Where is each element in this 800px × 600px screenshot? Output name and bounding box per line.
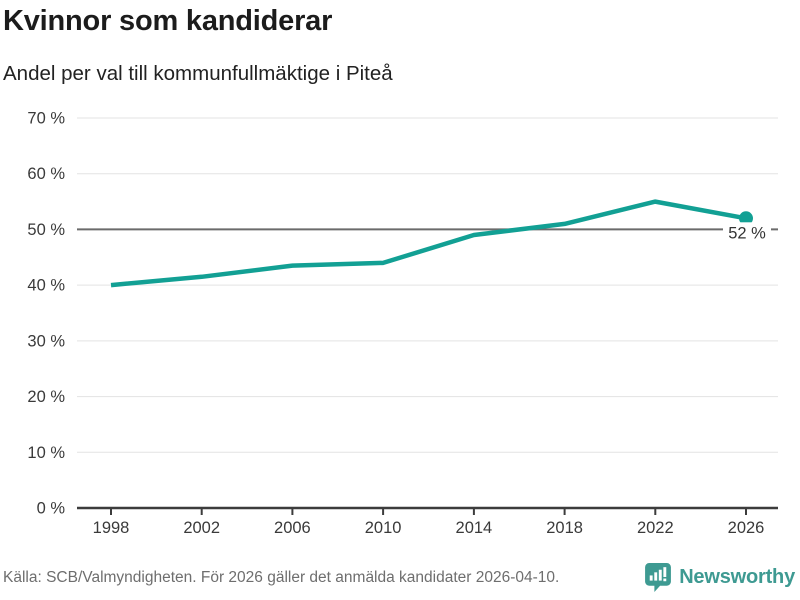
y-tick-label: 0 % (37, 500, 66, 518)
end-label-backing (723, 222, 771, 243)
x-tick-label: 2014 (456, 519, 493, 537)
x-tick-label: 2026 (728, 519, 765, 537)
y-tick-label: 50 % (27, 221, 65, 239)
newsworthy-wordmark: Newsworthy (679, 566, 795, 588)
y-tick-label: 60 % (27, 165, 65, 183)
y-tick-label: 20 % (27, 388, 65, 406)
source-note: Källa: SCB/Valmyndigheten. För 2026 gäll… (3, 568, 560, 586)
footer: Källa: SCB/Valmyndigheten. För 2026 gäll… (3, 562, 795, 593)
y-tick-label: 40 % (27, 277, 65, 295)
x-tick-label: 2018 (546, 519, 583, 537)
chart-title: Kvinnor som kandiderar (3, 5, 333, 37)
newsworthy-logo: Newsworthy (644, 562, 795, 593)
x-tick-label: 2010 (365, 519, 402, 537)
newsworthy-logo-icon (645, 563, 672, 592)
chart-subtitle: Andel per val till kommunfullmäktige i P… (3, 62, 393, 85)
end-point-marker (739, 211, 753, 226)
x-tick-label: 2006 (274, 519, 311, 537)
end-value-label: 52 % (728, 224, 766, 242)
data-line-series (110, 199, 747, 288)
x-tick-label: 2002 (183, 519, 220, 537)
x-tick-label: 1998 (93, 519, 130, 537)
y-tick-label: 30 % (27, 332, 65, 350)
x-tick-label: 2022 (637, 519, 674, 537)
y-tick-label: 70 % (27, 110, 65, 128)
y-tick-label: 10 % (27, 444, 65, 462)
